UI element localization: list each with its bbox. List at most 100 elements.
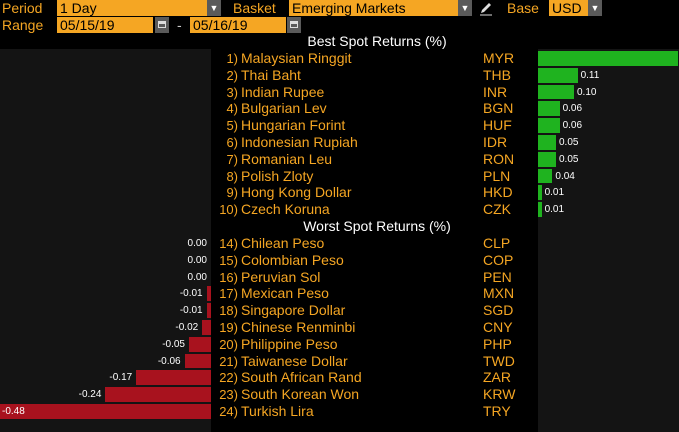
currency-name[interactable]: Hungarian Forint: [241, 117, 346, 134]
currency-name[interactable]: Indian Rupee: [241, 83, 325, 100]
row-rank: 6): [226, 135, 238, 150]
return-value-label: 0.01: [544, 187, 565, 199]
currency-code: HKD: [483, 184, 513, 201]
currency-code: PEN: [483, 268, 512, 285]
return-bar-positive: [538, 168, 553, 184]
negative-bar-panel: [0, 49, 211, 432]
return-value-label: 0.00: [187, 254, 207, 266]
currency-name[interactable]: Mexican Peso: [241, 285, 329, 302]
return-bar-positive: [538, 118, 560, 133]
date-to-field[interactable]: 05/16/19: [190, 17, 286, 33]
period-dropdown[interactable]: 1 Day ▼: [57, 0, 221, 16]
currency-code: KRW: [483, 386, 516, 403]
currency-code: BGN: [483, 100, 514, 117]
pencil-icon[interactable]: [478, 0, 494, 16]
currency-code: TWD: [483, 352, 515, 369]
row-rank: 23): [219, 387, 238, 403]
return-value-label: 0.00: [187, 271, 207, 283]
row-rank: 8): [226, 168, 238, 184]
return-value-label: 0.06: [562, 103, 583, 115]
row-rank: 22): [219, 370, 238, 386]
chevron-down-icon[interactable]: ▼: [458, 0, 472, 16]
currency-name[interactable]: Taiwanese Dollar: [241, 352, 348, 369]
return-value-label: 0.10: [577, 86, 597, 98]
return-bar-positive: [538, 67, 578, 83]
return-value-label: 0.01: [544, 204, 565, 216]
currency-name[interactable]: Indonesian Rupiah: [241, 134, 358, 150]
currency-code: PHP: [483, 335, 512, 352]
currency-name[interactable]: Colombian Peso: [241, 251, 344, 268]
row-rank: 15): [219, 252, 238, 268]
return-bar-positive: [538, 151, 556, 167]
return-bar-negative: [105, 387, 211, 402]
positive-bar-panel: [538, 49, 679, 432]
currency-name[interactable]: Malaysian Ringgit: [241, 50, 352, 66]
currency-name[interactable]: Singapore Dollar: [241, 302, 346, 319]
return-bar-positive: [538, 84, 574, 100]
chevron-down-icon[interactable]: ▼: [207, 0, 221, 16]
currency-code: CLP: [483, 235, 511, 251]
return-bar-positive: [538, 202, 542, 217]
row-rank: 17): [219, 286, 238, 302]
return-bar-negative: [136, 370, 211, 386]
currency-code: HUF: [483, 117, 512, 134]
basket-dropdown[interactable]: Emerging Markets ▼: [289, 0, 472, 16]
currency-code: SGD: [483, 302, 514, 319]
return-bar-negative: [0, 404, 211, 419]
currency-code: CZK: [483, 201, 511, 218]
currency-name[interactable]: Peruvian Sol: [241, 268, 321, 285]
return-value-label: 0.11: [580, 69, 600, 81]
currency-name[interactable]: South African Rand: [241, 369, 362, 386]
return-value-label: 0.05: [559, 153, 579, 165]
date-from-field[interactable]: 05/15/19: [57, 17, 153, 33]
return-value-label: -0.06: [157, 355, 181, 367]
currency-code: TRY: [483, 403, 511, 419]
date-separator: -: [177, 17, 182, 33]
row-rank: 16): [219, 269, 238, 285]
currency-name[interactable]: Chilean Peso: [241, 235, 325, 251]
currency-name[interactable]: Thai Baht: [241, 66, 301, 83]
currency-code: INR: [483, 83, 508, 100]
currency-code: COP: [483, 251, 514, 268]
return-bar-negative: [184, 353, 211, 369]
row-rank: 5): [226, 118, 238, 134]
currency-name[interactable]: Hong Kong Dollar: [241, 184, 352, 201]
currency-name[interactable]: Polish Zloty: [241, 167, 314, 184]
return-value-label: -0.02: [175, 322, 199, 333]
worst-returns-title: Worst Spot Returns (%): [303, 218, 451, 234]
range-label: Range: [2, 17, 44, 33]
currency-name[interactable]: Romanian Leu: [241, 150, 333, 167]
row-rank: 9): [226, 185, 238, 201]
calendar-icon[interactable]: [287, 17, 301, 33]
currency-name[interactable]: Turkish Lira: [241, 403, 314, 419]
row-rank: 7): [226, 151, 238, 167]
return-value-label: 0.04: [555, 170, 575, 182]
return-bar-positive: [538, 135, 556, 150]
return-bar-negative: [189, 336, 211, 352]
return-value-label: -0.01: [179, 288, 203, 300]
base-dropdown[interactable]: USD ▼: [549, 0, 602, 16]
return-bar-positive: [538, 101, 560, 117]
row-rank: 20): [219, 336, 238, 352]
currency-code: CNY: [483, 319, 513, 335]
currency-code: IDR: [483, 134, 508, 150]
currency-name[interactable]: Philippine Peso: [241, 335, 338, 352]
row-rank: 24): [219, 404, 238, 419]
currency-name[interactable]: South Korean Won: [241, 386, 360, 403]
chevron-down-icon[interactable]: ▼: [588, 0, 602, 16]
basket-label: Basket: [233, 0, 276, 16]
period-value: 1 Day: [60, 0, 97, 16]
row-rank: 4): [226, 101, 238, 117]
return-bar-negative: [206, 286, 211, 302]
return-value-label: -0.01: [179, 305, 203, 317]
currency-name[interactable]: Czech Koruna: [241, 201, 330, 218]
calendar-icon[interactable]: [155, 17, 169, 33]
currency-code: RON: [483, 150, 515, 167]
currency-name[interactable]: Chinese Renminbi: [241, 319, 356, 335]
return-value-label: -0.48: [2, 406, 25, 417]
currency-code: ZAR: [483, 369, 511, 386]
row-rank: 21): [219, 353, 238, 369]
row-rank: 14): [219, 236, 238, 251]
currency-name[interactable]: Bulgarian Lev: [241, 100, 327, 117]
return-bar-positive: [538, 185, 542, 201]
